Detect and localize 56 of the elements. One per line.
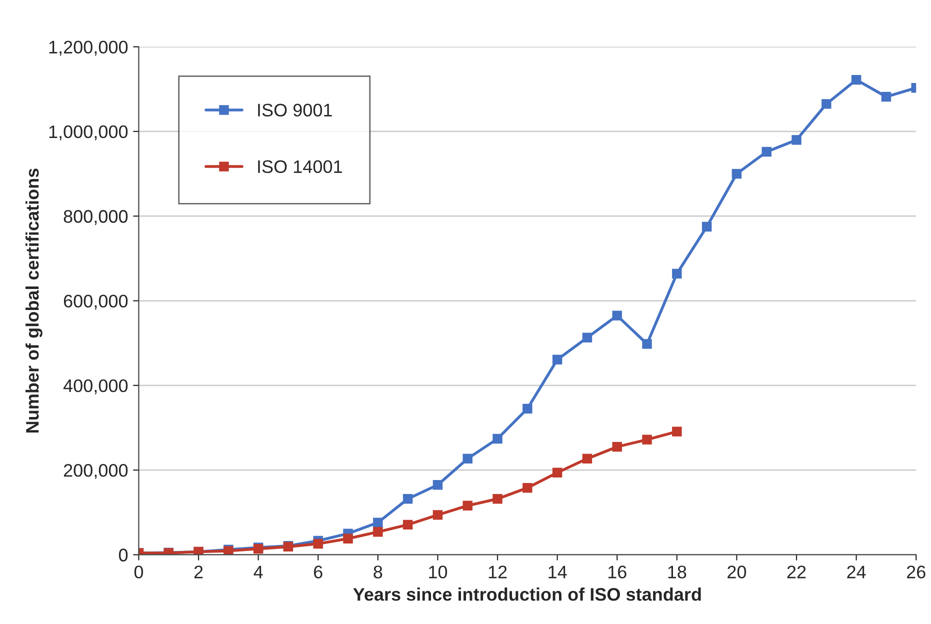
y-tick-label: 0 <box>118 548 128 562</box>
x-tick-label: 8 <box>374 566 382 578</box>
point <box>881 92 892 102</box>
x-tick-label: 0 <box>134 566 144 578</box>
y-tick-label: 600,000 <box>64 294 128 310</box>
x-tick-label: 18 <box>668 566 686 578</box>
point <box>402 494 413 504</box>
y-axis-title: Number of global certifications <box>26 168 42 432</box>
x-tick-label: 16 <box>608 566 626 578</box>
point <box>672 268 682 279</box>
point <box>522 482 532 493</box>
point <box>492 494 502 504</box>
point <box>432 510 443 520</box>
x-tick-label: 14 <box>548 566 567 578</box>
x-axis-title: Years since introduction of ISO standard <box>353 588 701 601</box>
point <box>702 222 712 232</box>
x-tick-label: 6 <box>314 566 322 578</box>
point <box>552 468 562 478</box>
legend-label: ISO 9001 <box>258 104 332 116</box>
point <box>432 480 443 490</box>
y-tick-label: 1,000,000 <box>49 125 128 140</box>
point <box>762 146 772 157</box>
point <box>373 518 383 528</box>
x-tick-label: 20 <box>728 566 746 578</box>
point <box>851 74 862 85</box>
point <box>792 135 802 145</box>
point <box>732 168 742 179</box>
point <box>582 332 592 342</box>
x-tick-label: 10 <box>429 566 448 578</box>
y-tick-label: 400,000 <box>63 379 128 394</box>
x-tick-label: 24 <box>847 566 866 578</box>
x-tick-label: 2 <box>194 566 203 578</box>
point <box>462 454 472 464</box>
point <box>462 500 472 510</box>
x-tick-label: 22 <box>787 566 806 578</box>
point <box>522 404 532 414</box>
point <box>612 442 622 452</box>
point <box>552 354 562 364</box>
y-tick-label: 1,200,000 <box>49 40 128 56</box>
x-tick-label: 12 <box>488 566 507 578</box>
point <box>343 534 353 544</box>
point <box>612 310 622 320</box>
point <box>313 538 323 549</box>
point <box>402 520 413 530</box>
legend-label: ISO 14001 <box>258 160 342 174</box>
point <box>672 426 682 436</box>
point <box>822 99 832 109</box>
point <box>642 434 652 444</box>
y-tick-label: 200,000 <box>64 464 128 479</box>
point <box>492 434 502 444</box>
point <box>582 454 592 464</box>
x-tick-label: 26 <box>906 566 926 578</box>
y-tick-label: 800,000 <box>64 210 128 225</box>
x-tick-label: 4 <box>254 566 263 578</box>
point <box>642 339 652 349</box>
point <box>373 527 383 537</box>
